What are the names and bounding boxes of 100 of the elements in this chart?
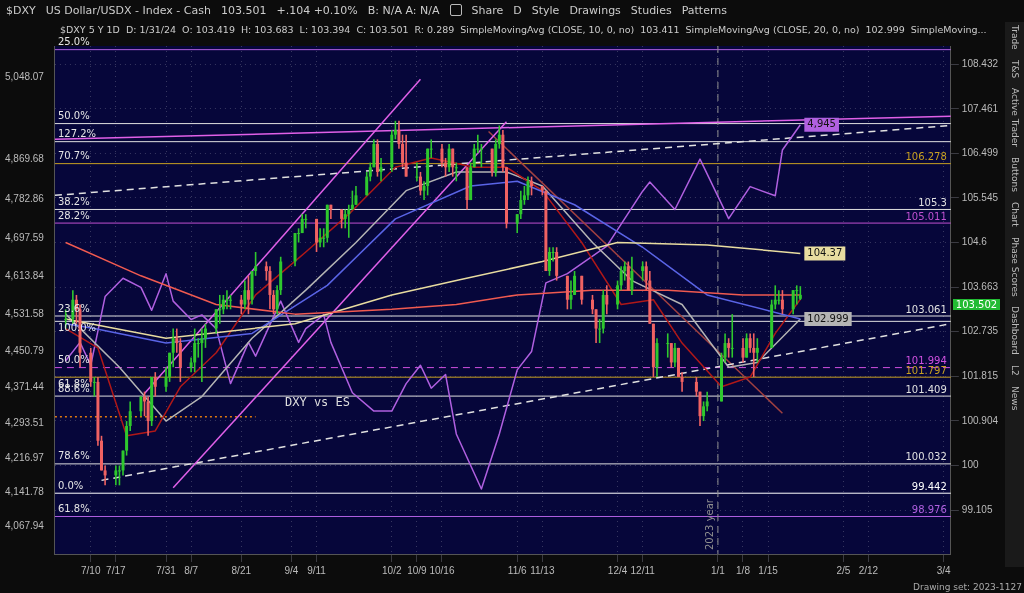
ref-line-label: 101.409	[905, 383, 947, 395]
candlestick	[780, 289, 784, 315]
annotation: 28.2%	[57, 209, 90, 221]
text: O: 103.419	[182, 23, 235, 35]
candlestick	[530, 175, 534, 197]
x-tick-label: 1/8	[736, 564, 751, 576]
text: 103.501	[220, 3, 267, 17]
y-tick-label: 100	[961, 459, 979, 471]
candlestick	[451, 147, 455, 178]
text: Active Trader	[1009, 86, 1020, 149]
candlestick	[666, 332, 670, 359]
y-tick-label: 106.499	[961, 147, 999, 159]
text: T&S	[1009, 58, 1020, 80]
data-label: 4,945	[807, 118, 836, 130]
y2-tick-label: 4,067.94	[4, 520, 45, 532]
ref-line-label: 101.797	[905, 364, 947, 376]
annotation: 38.2%	[57, 196, 90, 208]
x-tick-label: 11/13	[530, 564, 555, 576]
ref-line-label: 106.278	[905, 151, 947, 163]
text: Drawings	[569, 3, 621, 17]
text: SimpleMovingAvg (CLOSE, 20, 0, no)	[685, 23, 860, 35]
text: SimpleMoving...	[910, 23, 987, 35]
candlestick	[791, 289, 795, 315]
candlestick	[727, 337, 731, 359]
text: D	[513, 3, 522, 17]
candlestick	[605, 284, 609, 315]
text: 103.411	[640, 23, 680, 35]
candlestick	[547, 246, 551, 277]
candlestick	[730, 313, 734, 359]
y2-tick-label: 4,216.97	[4, 452, 45, 464]
candlestick	[200, 327, 204, 383]
y-tick-label: 108.432	[961, 57, 999, 69]
candlestick	[153, 371, 157, 398]
text: SimpleMovingAvg (CLOSE, 10, 0, no)	[460, 23, 635, 35]
annotation: 78.6%	[57, 450, 90, 462]
text: Phase Scores	[1009, 235, 1020, 299]
annotation: 50.0%	[57, 110, 90, 122]
candlestick	[641, 260, 645, 282]
candlestick	[777, 289, 781, 306]
x-tick-label: 2/5	[836, 564, 851, 576]
candlestick	[745, 332, 749, 359]
annotation: 0.0%	[57, 479, 84, 491]
annotation: 61.8%	[57, 503, 90, 515]
candlestick	[705, 390, 709, 413]
ref-line-label: 105.011	[905, 210, 947, 222]
ref-line-label: 2023 year	[703, 498, 715, 550]
y2-tick-label: 4,869.68	[4, 153, 45, 165]
text: Trade	[1009, 24, 1020, 52]
candlestick	[755, 337, 759, 364]
candlestick	[440, 143, 444, 169]
x-tick-label: 10/2	[382, 564, 402, 576]
text: H: 103.683	[240, 23, 294, 35]
candlestick	[741, 337, 745, 364]
y2-tick-label: 4,613.84	[4, 270, 45, 282]
text: $DXY	[6, 3, 36, 17]
text: Dashboard	[1009, 305, 1020, 357]
text: Share	[471, 3, 504, 17]
text: L: 103.394	[299, 23, 351, 35]
candlestick	[315, 218, 319, 253]
y2-tick-label: 4,531.58	[4, 307, 45, 319]
candlestick	[92, 376, 96, 398]
text: D: 1/31/24	[125, 23, 177, 35]
candlestick	[626, 260, 630, 291]
candlestick	[117, 464, 121, 487]
candlestick	[246, 275, 250, 315]
x-tick-label: 8/7	[184, 564, 199, 576]
text: B: N/A A: N/A	[367, 3, 440, 17]
x-tick-label: 2/12	[858, 564, 879, 576]
text: News	[1009, 384, 1020, 413]
annotation: 70.7%	[57, 150, 90, 162]
candlestick	[239, 294, 243, 315]
y-tick-label: 99.105	[961, 503, 993, 515]
x-tick-label: 11/6	[507, 564, 528, 576]
ref-line-label: 100.032	[905, 451, 947, 463]
candlestick	[354, 185, 358, 206]
ref-line-label: 103.061	[905, 303, 947, 315]
text: L2	[1009, 363, 1020, 378]
candlestick	[569, 279, 573, 311]
candlestick	[630, 255, 634, 296]
ref-line-label: 101.994	[905, 355, 947, 367]
y2-tick-label: 4,141.78	[4, 486, 45, 498]
candlestick	[795, 284, 799, 306]
text: Drawing set: 2023-1127	[913, 582, 1022, 592]
ref-line-label: 98.976	[911, 504, 947, 516]
text: Studies	[630, 3, 672, 17]
candlestick	[146, 395, 150, 437]
y2-tick-label: 4,782.86	[4, 192, 45, 204]
y-tick-label: 107.461	[961, 102, 999, 114]
text: Patterns	[681, 3, 727, 17]
text: 102.999	[865, 23, 905, 35]
x-tick-label: 7/10	[81, 564, 101, 576]
annotation: 127.2%	[57, 128, 97, 140]
candlestick	[752, 332, 756, 378]
x-tick-label: 9/4	[284, 564, 299, 576]
y2-tick-label: 4,371.44	[4, 381, 45, 393]
candlestick	[193, 327, 197, 373]
candlestick	[580, 275, 584, 306]
x-tick-label: 8/21	[231, 564, 252, 576]
data-label: 102.999	[807, 312, 849, 324]
x-tick-label: 7/31	[156, 564, 177, 576]
